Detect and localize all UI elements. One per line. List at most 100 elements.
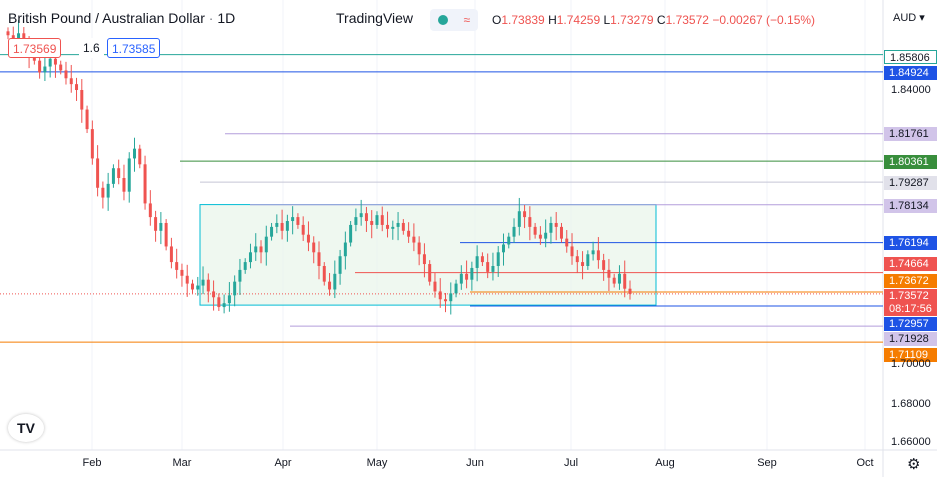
candle-body <box>17 33 21 40</box>
candle-body <box>623 273 627 289</box>
price-label: 1.72957 <box>884 317 937 331</box>
candle-body <box>185 275 189 284</box>
candle-body <box>375 215 379 225</box>
symbol-name: British Pound / Australian Dollar <box>8 10 205 26</box>
candle-body <box>127 158 131 192</box>
candle-body <box>159 222 163 231</box>
candle-body <box>154 217 158 231</box>
candle-body <box>275 222 279 227</box>
month-tick-label: Oct <box>856 457 874 469</box>
currency-label: AUD <box>893 12 917 24</box>
month-tick-label: Jul <box>563 457 579 469</box>
candle-body <box>512 226 516 237</box>
tradingview-logo-icon[interactable]: TV <box>8 414 44 442</box>
candle-body <box>412 236 416 243</box>
candle-body <box>480 256 484 263</box>
month-tick-label: Apr <box>274 457 292 469</box>
candle-body <box>248 252 252 263</box>
price-tick-label: 1.84000 <box>891 84 931 96</box>
candle-body <box>602 260 606 270</box>
month-tick-label: Jun <box>466 457 484 469</box>
price-label: 1.76194 <box>884 236 937 250</box>
candle-body <box>591 250 595 255</box>
month-tick-label: May <box>366 457 388 469</box>
status-buttons[interactable]: ≈ <box>430 9 478 31</box>
candle-body <box>612 277 616 284</box>
candle-body <box>312 242 316 253</box>
change-value: −0.00267 (−0.15%) <box>712 13 816 27</box>
candle-body <box>449 293 453 302</box>
month-tick-label: Aug <box>655 457 675 469</box>
candle-body <box>101 187 105 198</box>
candle-body <box>496 252 500 266</box>
price-label: 1.71109 <box>884 348 937 362</box>
candle-body <box>538 234 542 239</box>
buy-button[interactable]: 1.73585 <box>107 38 161 58</box>
candle-body <box>607 269 611 278</box>
candle-body <box>301 224 305 235</box>
candle-body <box>559 226 563 239</box>
candle-body <box>80 90 84 110</box>
brand-label: TradingView <box>336 10 414 26</box>
symbol-title[interactable]: British Pound / Australian Dollar · 1D <box>8 10 236 26</box>
candle-body <box>122 178 126 192</box>
close-label: C <box>656 13 666 27</box>
currency-selector[interactable]: AUD ▾ <box>893 12 925 24</box>
candle-body <box>227 295 231 304</box>
candle-body <box>306 234 310 243</box>
candle-body <box>354 217 358 225</box>
low-label: L <box>603 13 611 27</box>
candle-body <box>291 217 295 222</box>
candle-body <box>575 256 579 263</box>
candle-body <box>459 273 463 284</box>
candle-body <box>317 252 321 266</box>
candle-body <box>106 183 110 198</box>
price-tick-label: 1.66000 <box>891 436 931 448</box>
candle-body <box>264 236 268 253</box>
high-label: H <box>548 13 557 27</box>
candle-body <box>270 226 274 237</box>
sell-button[interactable]: 1.73569 <box>8 38 62 58</box>
candle-body <box>280 222 284 231</box>
candle-body <box>444 299 448 302</box>
candle-body <box>433 281 437 292</box>
candle-body <box>422 254 426 265</box>
candle-body <box>233 281 237 296</box>
candle-body <box>328 281 332 290</box>
candle-body <box>180 269 184 276</box>
candle-body <box>85 109 89 130</box>
candle-body <box>396 222 400 227</box>
price-tick-label: 1.70000 <box>891 358 931 370</box>
candle-body <box>417 242 421 255</box>
gear-icon[interactable]: ⚙ <box>907 456 921 473</box>
ohlc-readout: O1.73839 H1.74259 L1.73279 C1.73572 −0.0… <box>492 13 815 27</box>
candle-body <box>143 164 147 204</box>
wave-icon[interactable]: ≈ <box>463 13 471 27</box>
candle-body <box>428 264 432 282</box>
month-tick-label: Sep <box>757 457 777 469</box>
interval-label[interactable]: 1D <box>217 10 236 26</box>
month-tick-label: Feb <box>82 457 102 469</box>
candle-body <box>549 222 553 233</box>
close-value: 1.73572 <box>665 13 709 27</box>
market-open-icon <box>437 15 448 25</box>
candle-body <box>111 168 115 184</box>
candle-body <box>454 283 458 294</box>
candle-body <box>528 217 532 227</box>
candle-body <box>53 58 57 65</box>
candle-body <box>628 288 632 294</box>
candle-body <box>617 273 621 284</box>
candle-body <box>222 303 226 308</box>
candle-body <box>196 285 200 290</box>
candle-body <box>238 269 242 282</box>
low-value: 1.73279 <box>610 13 654 27</box>
candle-body <box>438 291 442 300</box>
candle-body <box>407 230 411 237</box>
candle-body <box>243 262 247 270</box>
candle-body <box>285 221 289 231</box>
open-label: O <box>492 13 502 27</box>
candle-body <box>523 211 527 218</box>
price-label: 1.84924 <box>884 66 937 80</box>
spread-label: 1.6 <box>79 38 104 58</box>
